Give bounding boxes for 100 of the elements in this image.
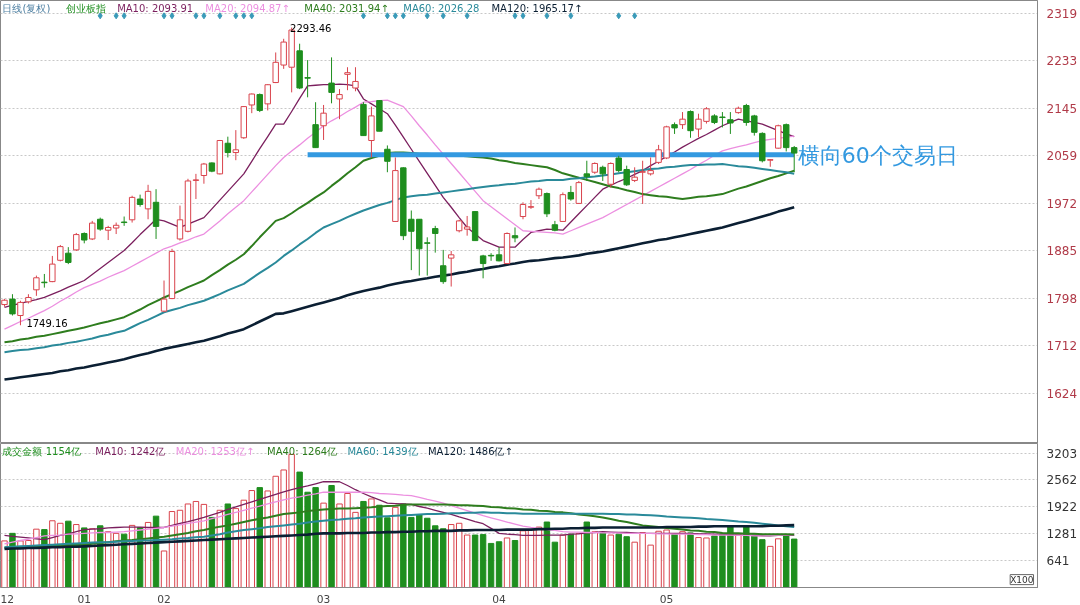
- text: MA120: 1965.17↑: [491, 3, 583, 14]
- x-tick-label: 05: [659, 592, 674, 605]
- candlestick: [495, 246, 503, 262]
- candlestick: [727, 111, 734, 135]
- text: MA10: 1242亿: [95, 445, 166, 457]
- candlestick: [248, 92, 255, 114]
- y-tick-label: 2562: [1046, 473, 1078, 488]
- annotation: 横向60个交易日: [797, 143, 958, 168]
- line-series: [3, 99, 795, 330]
- chart-subtitle: 创业板指: [65, 3, 106, 14]
- candlestick: [160, 280, 168, 313]
- bar: [487, 542, 495, 588]
- x-tick-label: 12: [0, 592, 15, 605]
- y-tick-label: 641: [1046, 554, 1070, 569]
- x-tick-label: 04: [492, 592, 507, 605]
- bar: [575, 532, 583, 588]
- bar: [392, 506, 399, 588]
- bar: [41, 529, 48, 588]
- bar: [567, 533, 575, 588]
- candlestick: [384, 144, 391, 173]
- bar: [368, 498, 375, 588]
- y-tick-label: 1281: [1046, 527, 1078, 542]
- y-tick-label: 1922: [1046, 500, 1078, 515]
- candlestick: [33, 275, 40, 297]
- bar: [503, 537, 511, 588]
- y-tick-label: 1712: [1046, 339, 1078, 354]
- candlestick: [447, 250, 455, 288]
- candlestick: [543, 191, 551, 218]
- bar: [583, 521, 591, 588]
- bar: [479, 534, 487, 588]
- line-series: [3, 205, 796, 381]
- bar: [120, 533, 128, 588]
- candlestick: [192, 173, 200, 200]
- candlestick: [176, 205, 184, 242]
- y-tick-label: 2319: [1046, 7, 1078, 22]
- text: MA10: 2093.91: [117, 3, 194, 14]
- candlestick: [336, 88, 343, 120]
- bar: [559, 534, 567, 588]
- candlestick: [49, 255, 56, 283]
- y-tick-label: 3203: [1046, 446, 1078, 461]
- bar: [591, 531, 598, 588]
- y-tick-label: 2059: [1046, 149, 1078, 164]
- bar: [679, 531, 686, 588]
- y-axis-title: X100: [1010, 574, 1034, 585]
- candlestick: [224, 136, 232, 158]
- bar: [360, 500, 367, 588]
- y-tick-label: 2145: [1046, 102, 1078, 117]
- bar: [551, 541, 559, 588]
- line-series: [3, 523, 796, 551]
- x-tick-label: 03: [316, 592, 331, 605]
- line-series: [3, 511, 796, 549]
- bar: [328, 485, 335, 588]
- candlestick: [527, 199, 535, 210]
- text: MA20: 2094.87↑: [205, 3, 290, 14]
- candlestick: [775, 124, 782, 150]
- candlestick: [687, 109, 694, 139]
- candlestick: [17, 300, 24, 326]
- bar: [495, 541, 503, 588]
- chart-title: 日线(复权): [2, 3, 51, 14]
- bar: [607, 534, 614, 588]
- bar: [511, 539, 519, 588]
- text: MA40: 2031.94↑: [304, 3, 389, 14]
- y-tick-label: 1624: [1046, 387, 1078, 402]
- x-tick-label: 01: [77, 592, 92, 605]
- candlestick: [128, 195, 136, 224]
- candlestick: [511, 226, 519, 243]
- candlestick: [9, 293, 16, 317]
- candlestick: [120, 216, 128, 227]
- candlestick: [256, 92, 263, 113]
- y-tick-label: 1972: [1046, 196, 1078, 211]
- line-series: [3, 491, 795, 545]
- candlestick: [440, 249, 447, 285]
- candlestick: [328, 56, 335, 104]
- bar: [320, 502, 327, 588]
- candlestick: [432, 225, 439, 254]
- bar: [671, 533, 678, 588]
- candlestick: [320, 104, 327, 141]
- text: MA60: 1439亿: [347, 445, 418, 457]
- bar: [599, 532, 606, 588]
- candlestick: [583, 160, 591, 182]
- candlestick: [487, 252, 495, 262]
- candlestick: [344, 66, 351, 91]
- candlestick: [264, 83, 271, 111]
- candlestick: [607, 161, 614, 189]
- candlestick: [312, 101, 319, 149]
- y-tick-label: 1798: [1046, 292, 1078, 307]
- x-tick-label: 02: [157, 592, 171, 605]
- bar: [687, 532, 694, 588]
- candlestick: [232, 129, 240, 161]
- text: MA20: 1253亿↑: [175, 445, 255, 457]
- bar: [160, 550, 168, 588]
- annotation: 2293.46: [290, 22, 332, 34]
- candlestick: [73, 232, 80, 252]
- chart-title: 成交金额 1154亿: [2, 445, 82, 457]
- y-tick-label: 2233: [1046, 54, 1078, 69]
- bar: [65, 520, 72, 588]
- bar: [735, 533, 742, 588]
- candlestick: [567, 185, 575, 202]
- y-tick-label: 1885: [1046, 244, 1078, 259]
- text: MA40: 1264亿: [267, 445, 338, 457]
